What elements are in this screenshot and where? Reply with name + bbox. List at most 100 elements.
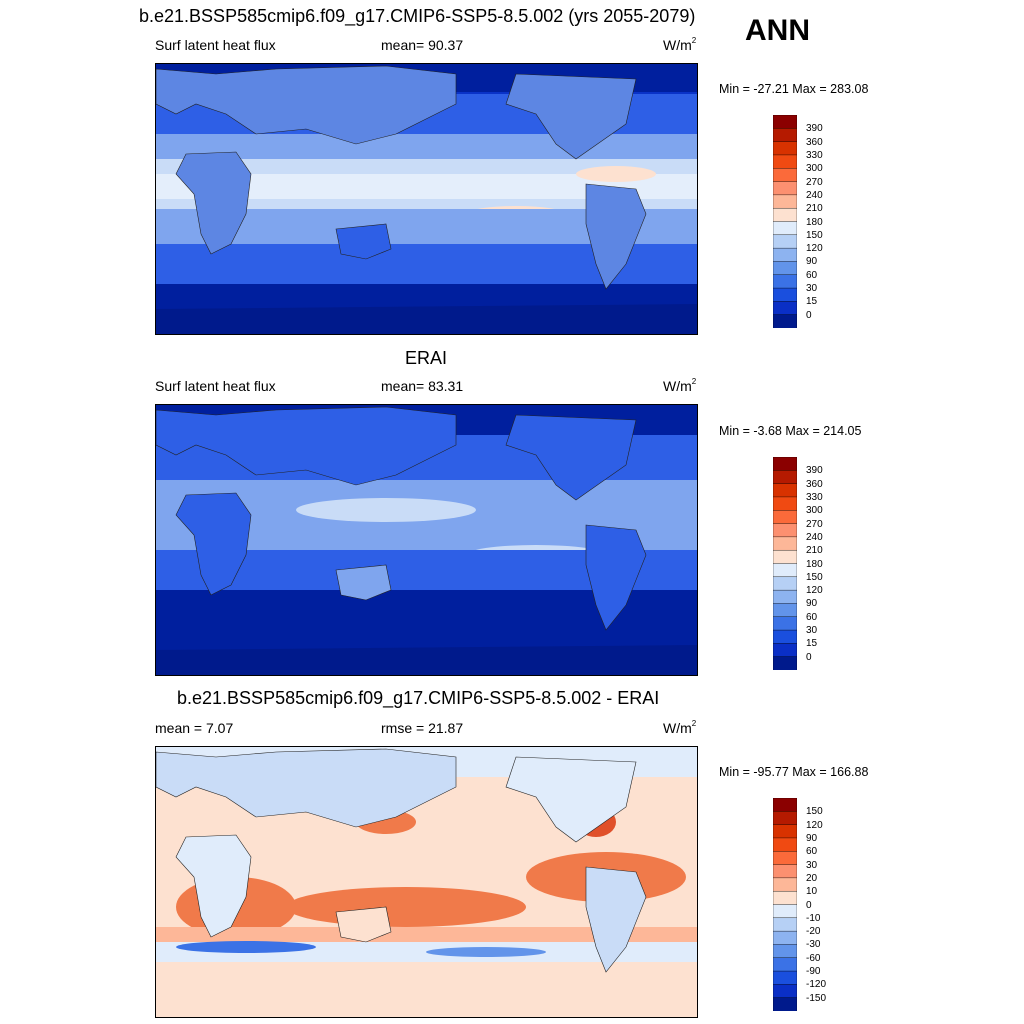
colorbar-abs-1-tick-label: 270	[806, 176, 823, 188]
colorbar-abs-1-tick-label: 60	[806, 269, 818, 281]
colorbar-abs-2-tick-label: 240	[806, 531, 823, 543]
colorbar-abs-2-tick-label: 360	[806, 478, 823, 490]
colorbar-abs-1-swatch	[772, 128, 798, 143]
colorbar-abs-1-tick-label: 240	[806, 189, 823, 201]
colorbar-abs-2-swatch	[772, 643, 798, 658]
colorbar-abs-2-tick-label: 330	[806, 491, 823, 503]
panel1-mean-label: mean= 90.37	[381, 37, 464, 53]
panel2-variable-label: Surf latent heat flux	[155, 378, 276, 394]
panel2-minmax: Min = -3.68 Max = 214.05	[719, 424, 862, 438]
colorbar-abs-2-tick-label: 390	[806, 465, 823, 477]
colorbar-abs-2-tick-label: 270	[806, 518, 823, 530]
colorbar-diff-swatch	[772, 811, 798, 826]
panel1-title: b.e21.BSSP585cmip6.f09_g17.CMIP6-SSP5-8.…	[139, 6, 696, 26]
panel1-variable-label: Surf latent heat flux	[155, 37, 276, 53]
colorbar-abs-2-swatch	[772, 576, 798, 591]
colorbar-diff-tick-label: 30	[806, 859, 818, 871]
colorbar-diff-swatch	[772, 797, 798, 813]
colorbar-diff-swatch	[772, 824, 798, 839]
colorbar-abs-2-tick-label: 15	[806, 638, 818, 650]
colorbar-abs-1-tick-label: 90	[806, 256, 818, 268]
colorbar-abs-1-tick-label: 150	[806, 229, 823, 241]
colorbar-abs-2-swatch	[772, 629, 798, 645]
colorbar-diff-swatches	[772, 797, 798, 1012]
colorbar-abs-2-tick-label: 180	[806, 558, 823, 570]
colorbar-abs-1-swatch	[772, 221, 798, 236]
colorbar-abs-1-tick-label: 30	[806, 283, 818, 295]
colorbar-abs-2-swatch	[772, 603, 798, 618]
colorbar-abs-1-tick-label: 180	[806, 216, 823, 228]
panel3-minmax: Min = -95.77 Max = 166.88	[719, 765, 869, 779]
panel2-title: ERAI	[405, 348, 448, 368]
panel3-title: b.e21.BSSP585cmip6.f09_g17.CMIP6-SSP5-8.…	[177, 688, 660, 708]
panel2-mean-label: mean= 83.31	[381, 378, 464, 394]
colorbar-diff-tick-label: -120	[806, 979, 827, 991]
colorbar-abs-2-tick-label: 300	[806, 505, 823, 517]
panel3-mean-label: mean = 7.07	[155, 720, 234, 736]
panel2-units: W/m2	[663, 377, 697, 394]
panel3-rmse-label: rmse = 21.87	[381, 720, 464, 736]
colorbar-diff-swatch	[772, 930, 798, 946]
panel1-units: W/m2	[663, 36, 697, 53]
colorbar-diff-tick-label: -30	[806, 939, 821, 951]
colorbar-diff-swatch	[772, 997, 798, 1012]
colorbar-abs-2-swatch	[772, 523, 798, 538]
colorbar-diff-swatch	[772, 890, 798, 906]
colorbar-abs-2-tick-label: 30	[806, 625, 818, 637]
colorbar-diff-swatch	[772, 957, 798, 972]
panel3-units: W/m2	[663, 719, 697, 736]
season-label: ANN	[745, 14, 810, 47]
colorbar-diff	[772, 797, 798, 1012]
colorbar-diff-swatch	[772, 904, 798, 919]
colorbar-diff-tick-label: 90	[806, 832, 818, 844]
colorbar-diff-swatch	[772, 970, 798, 986]
panel1-map	[155, 63, 698, 335]
colorbar-diff-swatch	[772, 877, 798, 892]
colorbar-diff-tick-label: 20	[806, 872, 818, 884]
colorbar-diff-swatch	[772, 944, 798, 959]
colorbar-diff-swatch	[772, 851, 798, 866]
colorbar-abs-2-tick-label: 210	[806, 545, 823, 557]
colorbar-abs-2-swatch	[772, 536, 798, 551]
colorbar-abs-2-tick-label: 120	[806, 585, 823, 597]
colorbar-abs-1-swatch	[772, 114, 798, 130]
colorbar-abs-1-tick-label: 360	[806, 136, 823, 148]
colorbar-diff-tick-label: -60	[806, 952, 821, 964]
colorbar-diff-tick-label: -20	[806, 926, 821, 938]
colorbar-abs-1-swatch	[772, 181, 798, 196]
colorbar-abs-1-swatch	[772, 194, 798, 209]
colorbar-abs-1-swatch	[772, 141, 798, 156]
colorbar-abs-2-swatch	[772, 656, 798, 671]
colorbar-diff-tick-label: 120	[806, 819, 823, 831]
colorbar-abs-1	[772, 114, 798, 329]
colorbar-diff-swatch	[772, 984, 798, 999]
colorbar-abs-1-tick-label: 0	[806, 309, 812, 321]
colorbar-abs-2-swatch	[772, 549, 798, 565]
colorbar-abs-1-swatch	[772, 261, 798, 276]
colorbar-diff-tick-label: 150	[806, 806, 823, 818]
colorbar-abs-2-swatch	[772, 563, 798, 578]
colorbar-diff-tick-label: 0	[806, 899, 812, 911]
colorbar-abs-2-swatch	[772, 616, 798, 631]
colorbar-abs-1-tick-label: 210	[806, 203, 823, 215]
colorbar-abs-2-swatch	[772, 456, 798, 472]
colorbar-diff-tick-label: -10	[806, 912, 821, 924]
colorbar-abs-1-swatch	[772, 301, 798, 316]
colorbar-abs-2-swatch	[772, 589, 798, 605]
colorbar-abs-2-tick-label: 60	[806, 611, 818, 623]
colorbar-diff-swatch	[772, 837, 798, 852]
colorbar-abs-2-tick-label: 0	[806, 651, 812, 663]
colorbar-abs-1-swatches	[772, 114, 798, 329]
colorbar-abs-1-swatch	[772, 207, 798, 223]
colorbar-abs-2-tick-label: 150	[806, 571, 823, 583]
colorbar-abs-2-swatch	[772, 496, 798, 511]
colorbar-diff-swatch	[772, 917, 798, 932]
colorbar-diff-tick-label: 60	[806, 846, 818, 858]
colorbar-abs-1-tick-label: 330	[806, 149, 823, 161]
colorbar-abs-2-swatches	[772, 456, 798, 671]
colorbar-abs-2-tick-label: 90	[806, 598, 818, 610]
colorbar-abs-1-swatch	[772, 287, 798, 303]
colorbar-abs-1-tick-label: 15	[806, 296, 818, 308]
colorbar-abs-1-swatch	[772, 154, 798, 169]
colorbar-abs-1-tick-label: 300	[806, 163, 823, 175]
